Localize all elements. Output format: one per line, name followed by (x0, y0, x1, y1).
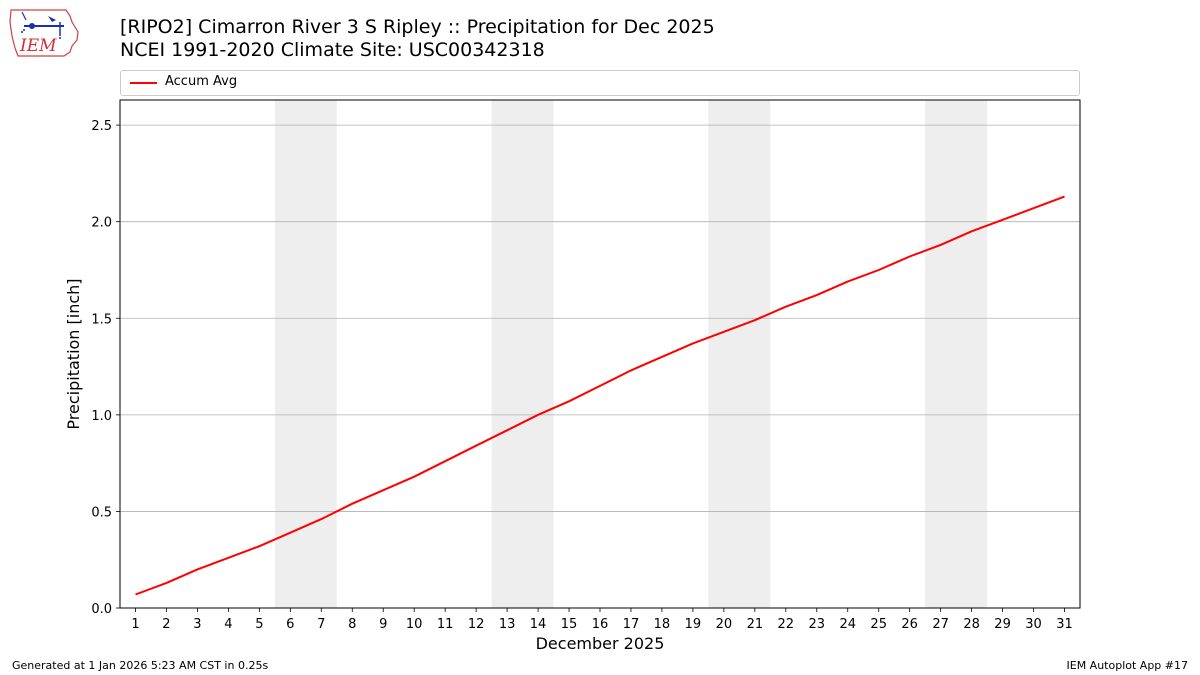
x-tick-label: 14 (530, 617, 547, 632)
x-tick-label: 8 (348, 617, 356, 632)
data-point (445, 461, 446, 462)
iem-iowa-logo-icon: IEM (9, 9, 79, 57)
data-point (692, 343, 693, 344)
legend-label-accum-avg: Accum Avg (165, 74, 238, 89)
y-tick-label: 2.5 (91, 119, 112, 134)
x-tick-label: 22 (778, 617, 795, 632)
data-point (599, 385, 600, 386)
x-tick-label: 1 (131, 617, 139, 632)
data-point (971, 231, 972, 232)
x-tick-label: 2 (162, 617, 170, 632)
chart-title-line2: NCEI 1991-2020 Climate Site: USC00342318 (120, 39, 545, 61)
data-point (506, 430, 507, 431)
data-point (414, 476, 415, 477)
x-tick-label: 11 (437, 617, 454, 632)
data-point (847, 281, 848, 282)
x-tick-label: 28 (963, 617, 980, 632)
x-axis-label: December 2025 (536, 634, 665, 653)
x-tick-label: 12 (468, 617, 485, 632)
x-tick-label: 31 (1056, 617, 1073, 632)
x-tick-label: 7 (317, 617, 325, 632)
data-point (754, 320, 755, 321)
autoplot-app-label: IEM Autoplot App #17 (1066, 659, 1189, 672)
x-tick-label: 25 (870, 617, 887, 632)
data-point (166, 582, 167, 583)
x-tick-label: 3 (193, 617, 201, 632)
data-point (135, 594, 136, 595)
data-point (940, 244, 941, 245)
data-point (1002, 219, 1003, 220)
data-point (352, 503, 353, 504)
x-tick-label: 15 (561, 617, 578, 632)
data-point (476, 445, 477, 446)
data-point (1064, 196, 1065, 197)
x-tick-label: 5 (255, 617, 263, 632)
y-tick-label: 0.5 (91, 505, 112, 520)
x-tick-label: 9 (379, 617, 387, 632)
x-tick-label: 6 (286, 617, 294, 632)
data-point (290, 532, 291, 533)
x-tick-label: 13 (499, 617, 516, 632)
weekend-band-1 (274, 100, 337, 608)
weekend-band-3 (708, 100, 771, 608)
x-tick-label: 19 (685, 617, 702, 632)
x-tick-label: 4 (224, 617, 232, 632)
data-point (197, 569, 198, 570)
y-tick-label: 2.0 (91, 216, 112, 231)
svg-text:IEM: IEM (19, 36, 57, 56)
data-point (785, 306, 786, 307)
weekend-band-2 (491, 100, 554, 608)
x-tick-label: 29 (994, 617, 1011, 632)
x-tick-label: 23 (809, 617, 826, 632)
data-point (878, 269, 879, 270)
data-point (383, 490, 384, 491)
x-tick-label: 17 (623, 617, 640, 632)
plot-frame (119, 99, 1081, 609)
x-tick-label: 27 (932, 617, 949, 632)
y-axis-label: Precipitation [inch] (64, 278, 83, 429)
generated-timestamp: Generated at 1 Jan 2026 5:23 AM CST in 0… (12, 659, 269, 672)
data-point (723, 331, 724, 332)
data-point (1033, 208, 1034, 209)
data-point (909, 256, 910, 257)
series-line-accum-avg (135, 195, 1065, 596)
y-tick-label: 1.5 (91, 312, 112, 327)
x-tick-label: 10 (406, 617, 423, 632)
data-point (661, 356, 662, 357)
x-tick-label: 16 (592, 617, 609, 632)
weekend-band-4 (925, 100, 988, 608)
data-point (321, 519, 322, 520)
x-tick-label: 21 (747, 617, 764, 632)
legend-swatch-accum-avg (130, 82, 157, 84)
chart-legend: Accum Avg (120, 70, 1080, 96)
data-point (568, 401, 569, 402)
x-tick-label: 20 (716, 617, 733, 632)
y-tick-label: 1.0 (91, 409, 112, 424)
x-tick-label: 26 (901, 617, 918, 632)
chart-title-line1: [RIPO2] Cimarron River 3 S Ripley :: Pre… (120, 16, 715, 38)
chart-title: [RIPO2] Cimarron River 3 S Ripley :: Pre… (120, 16, 715, 62)
data-point (630, 370, 631, 371)
y-tick-label: 0.0 (91, 602, 112, 617)
x-tick-label: 18 (654, 617, 671, 632)
data-point (816, 294, 817, 295)
data-point (259, 546, 260, 547)
data-point (228, 557, 229, 558)
data-point (537, 414, 538, 415)
x-tick-label: 24 (839, 617, 856, 632)
x-tick-label: 30 (1025, 617, 1042, 632)
